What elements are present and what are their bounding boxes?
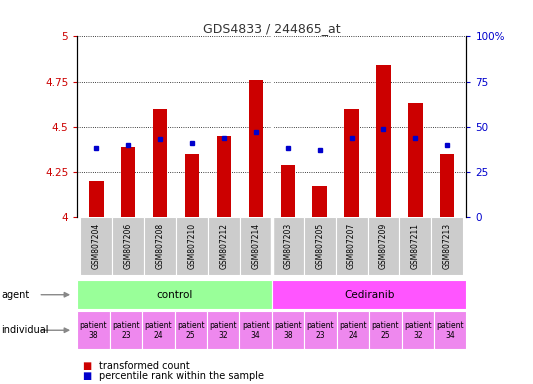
Bar (121, 147, 135, 217)
Bar (399, 217, 431, 275)
Bar (344, 109, 359, 217)
Bar (144, 217, 176, 275)
Bar (240, 217, 272, 275)
Bar (175, 311, 207, 349)
Text: patient
25: patient 25 (372, 321, 399, 340)
Text: GSM807209: GSM807209 (379, 223, 388, 269)
Text: individual: individual (1, 325, 49, 335)
Bar (369, 311, 401, 349)
Text: patient
24: patient 24 (144, 321, 172, 340)
Text: patient
23: patient 23 (112, 321, 140, 340)
Text: GSM807211: GSM807211 (411, 223, 420, 269)
Bar (77, 311, 110, 349)
Text: agent: agent (1, 290, 29, 300)
Bar (280, 165, 295, 217)
Text: Cediranib: Cediranib (344, 290, 394, 300)
Bar (153, 109, 167, 217)
Bar (431, 217, 463, 275)
Bar (408, 103, 423, 217)
Bar (434, 311, 466, 349)
Text: GSM807203: GSM807203 (283, 223, 292, 269)
Bar (112, 217, 144, 275)
Bar (312, 186, 327, 217)
Bar (207, 311, 239, 349)
Bar (440, 154, 455, 217)
Text: patient
34: patient 34 (437, 321, 464, 340)
Text: GSM807210: GSM807210 (188, 223, 197, 269)
Text: patient
34: patient 34 (242, 321, 269, 340)
Text: GSM807213: GSM807213 (443, 223, 452, 269)
Bar (217, 136, 231, 217)
Text: ■: ■ (83, 371, 92, 381)
Text: GSM807206: GSM807206 (124, 223, 133, 269)
Text: patient
38: patient 38 (274, 321, 302, 340)
Bar (272, 280, 466, 309)
Bar (272, 311, 304, 349)
Bar (239, 311, 272, 349)
Text: GSM807205: GSM807205 (315, 223, 324, 269)
Text: GSM807214: GSM807214 (252, 223, 261, 269)
Text: patient
24: patient 24 (339, 321, 367, 340)
Text: percentile rank within the sample: percentile rank within the sample (99, 371, 264, 381)
Bar (249, 80, 263, 217)
Text: patient
32: patient 32 (404, 321, 432, 340)
Bar (208, 217, 240, 275)
Bar (304, 311, 337, 349)
Text: control: control (156, 290, 193, 300)
Bar (304, 217, 336, 275)
Title: GDS4833 / 244865_at: GDS4833 / 244865_at (203, 22, 341, 35)
Bar (110, 311, 142, 349)
Bar (337, 311, 369, 349)
Bar (142, 311, 175, 349)
Text: patient
38: patient 38 (80, 321, 107, 340)
Bar (185, 154, 199, 217)
Text: GSM807204: GSM807204 (92, 223, 101, 269)
Bar (80, 217, 112, 275)
Text: patient
32: patient 32 (209, 321, 237, 340)
Text: ■: ■ (83, 361, 92, 371)
Text: GSM807208: GSM807208 (156, 223, 165, 269)
Bar (272, 217, 304, 275)
Bar (77, 280, 272, 309)
Text: patient
23: patient 23 (306, 321, 334, 340)
Text: GSM807212: GSM807212 (220, 223, 229, 269)
Bar (89, 181, 103, 217)
Bar (336, 217, 368, 275)
Bar (376, 65, 391, 217)
Text: GSM807207: GSM807207 (347, 223, 356, 269)
Text: patient
25: patient 25 (177, 321, 205, 340)
Bar (401, 311, 434, 349)
Bar (176, 217, 208, 275)
Bar (368, 217, 399, 275)
Text: transformed count: transformed count (99, 361, 189, 371)
